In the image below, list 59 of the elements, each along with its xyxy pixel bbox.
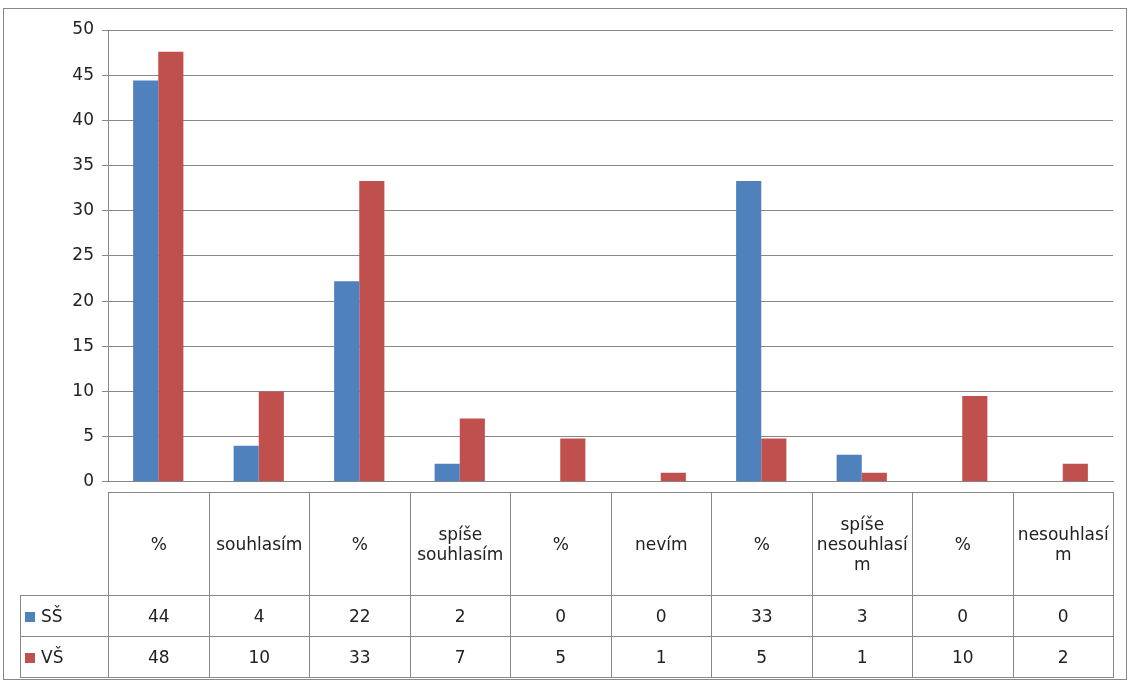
data-label: 4: [209, 595, 310, 637]
x-tick-label: %: [108, 492, 209, 596]
bar: [836, 454, 862, 482]
data-label: 1: [611, 636, 712, 678]
data-label: 1: [812, 636, 913, 678]
bar: [133, 80, 159, 482]
x-tick-label: nesouhlasím: [1013, 492, 1114, 596]
x-tick-label: spíše nesouhlasím: [812, 492, 913, 596]
x-tick-label: souhlasím: [209, 492, 310, 596]
y-tick-label: 20: [72, 289, 94, 310]
data-label: 2: [1013, 636, 1114, 678]
data-label: 7: [410, 636, 511, 678]
data-label: 48: [108, 636, 209, 678]
bar: [359, 180, 385, 482]
y-tick-label: 40: [72, 108, 94, 129]
bar: [233, 445, 259, 482]
data-label: 33: [711, 595, 812, 637]
data-label: 3: [812, 595, 913, 637]
y-tick-label: 35: [72, 153, 94, 174]
y-tick-label: 5: [83, 425, 94, 446]
bar: [434, 463, 460, 482]
x-tick-label: %: [309, 492, 410, 596]
data-label: 22: [309, 595, 410, 637]
data-label: 0: [611, 595, 712, 637]
data-label: 5: [510, 636, 611, 678]
bar: [761, 438, 787, 482]
y-tick-label: 30: [72, 199, 94, 220]
x-tick-label: nevím: [611, 492, 712, 596]
bar: [158, 51, 184, 482]
data-label: 10: [912, 636, 1013, 678]
data-label: 0: [1013, 595, 1114, 637]
y-tick-label: 25: [72, 244, 94, 265]
bar: [660, 472, 686, 482]
data-label: 0: [510, 595, 611, 637]
data-label: 10: [209, 636, 310, 678]
y-tick-label: 50: [72, 18, 94, 39]
bar: [334, 281, 360, 482]
data-label: 0: [912, 595, 1013, 637]
bar: [861, 472, 887, 482]
x-tick-label: %: [510, 492, 611, 596]
data-label: 2: [410, 595, 511, 637]
bar: [258, 391, 284, 482]
bar: [560, 438, 586, 482]
data-label: 5: [711, 636, 812, 678]
y-tick-label: 0: [83, 470, 94, 491]
data-label: 44: [108, 595, 209, 637]
legend-label: SŠ: [20, 595, 109, 637]
bar: [962, 395, 988, 482]
data-label: 33: [309, 636, 410, 678]
y-tick-label: 10: [72, 379, 94, 400]
y-tick-label: 15: [72, 334, 94, 355]
bar: [736, 180, 762, 482]
bar: [459, 418, 485, 482]
x-tick-label: %: [711, 492, 812, 596]
legend-label: VŠ: [20, 636, 109, 678]
x-tick-label: spíše souhlasím: [410, 492, 511, 596]
y-tick-label: 45: [72, 63, 94, 84]
bar: [1062, 463, 1088, 482]
x-tick-label: %: [912, 492, 1013, 596]
